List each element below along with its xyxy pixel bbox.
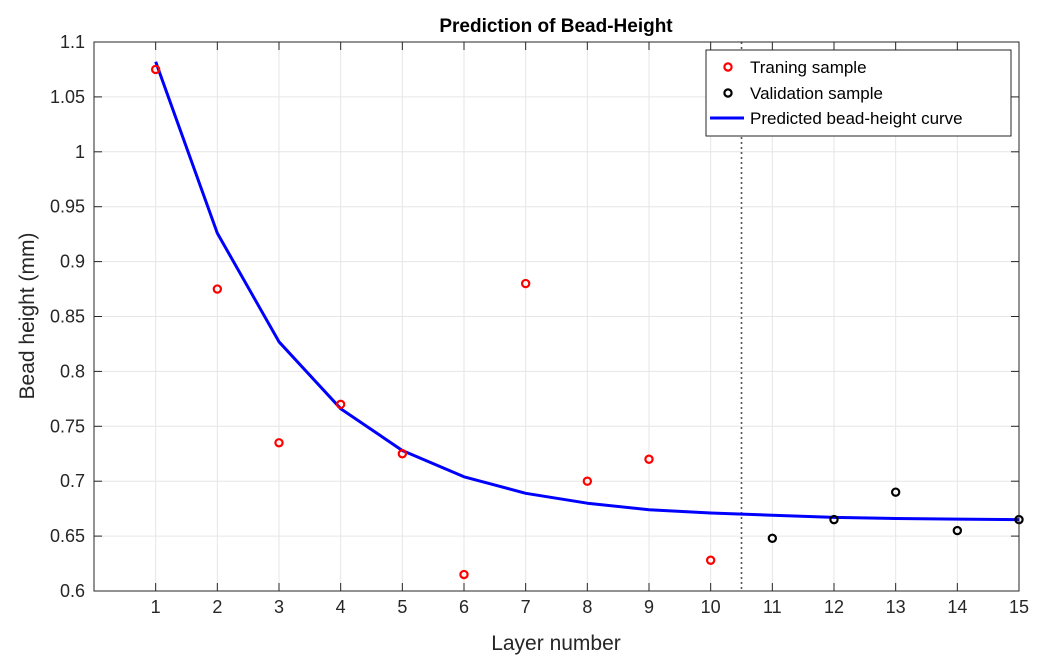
legend-label-training: Traning sample [750,58,867,77]
legend: Traning sample Validation sample Predict… [705,49,1012,137]
x-tick-label: 6 [459,597,469,617]
legend-marker-training [723,62,733,72]
x-tick-label: 3 [274,597,284,617]
x-tick-label: 5 [397,597,407,617]
x-tick-label: 4 [336,597,346,617]
x-tick-label: 9 [644,597,654,617]
legend-box [705,49,1012,137]
x-tick-label: 10 [701,597,721,617]
training-point [582,476,593,486]
validation-point [952,525,963,536]
y-tick-label: 0.7 [60,471,85,491]
training-point [397,449,408,459]
x-tick-label: 11 [763,597,782,617]
x-tick-label: 13 [886,597,906,617]
y-tick-label: 0.8 [60,361,85,381]
y-tick-label: 1.1 [60,32,85,52]
legend-label-predicted: Predicted bead-height curve [750,109,963,128]
legend-label-validation: Validation sample [750,84,883,103]
x-tick-label: 1 [151,597,161,617]
training-point [335,399,346,410]
training-point [212,284,223,294]
x-tick-label: 15 [1009,597,1029,617]
training-point [274,438,284,448]
x-axis-title: Layer number [491,632,621,655]
y-axis-title: Bead height (mm) [16,233,39,400]
training-point [459,569,469,580]
y-tick-label: 0.9 [60,252,85,272]
y-tick-label: 0.65 [50,526,85,546]
y-tick-label: 0.6 [60,581,85,601]
chart-title: Prediction of Bead-Height [439,16,673,37]
x-tick-label: 2 [212,597,222,617]
y-tick-label: 0.95 [50,197,85,217]
training-point [644,454,654,464]
marker-layer [150,64,1024,580]
training-point [705,555,716,565]
validation-point [767,533,778,543]
x-tick-label: 8 [582,597,592,617]
curve-layer [154,61,1020,522]
training-point [150,64,161,75]
legend-marker-validation [723,88,733,98]
x-tick-label: 7 [521,597,531,617]
validation-point [890,487,901,497]
y-tick-label: 1 [75,142,85,162]
axis-ticks: 1 2 3 4 5 6 7 8 9 10 11 12 13 14 150.60.650.70.750.80.… [50,32,1029,617]
validation-point [829,514,839,525]
training-point [520,278,531,289]
x-tick-label: 12 [824,597,844,617]
x-tick-label: 14 [947,597,967,617]
y-tick-label: 0.75 [50,416,85,436]
y-tick-label: 1.05 [50,87,85,107]
y-tick-label: 0.85 [50,307,85,327]
predicted-curve-line [154,61,1020,522]
